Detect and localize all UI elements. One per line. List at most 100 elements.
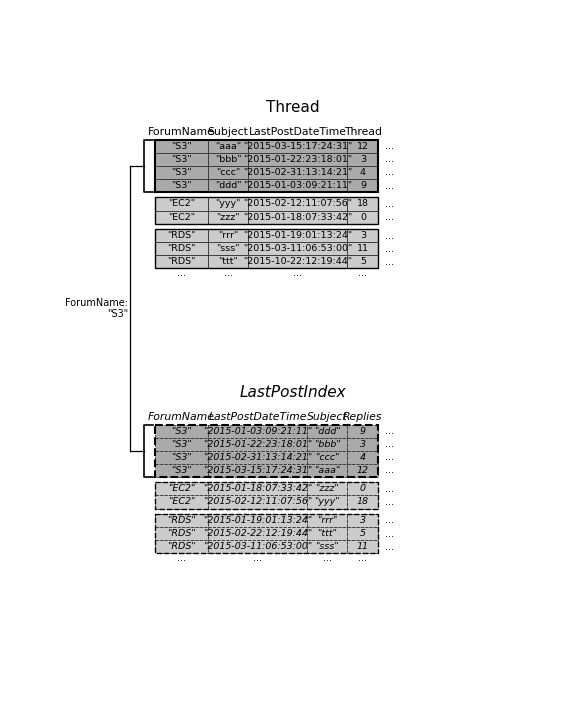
Bar (248, 166, 347, 179)
Bar (347, 450, 379, 464)
Text: ...: ... (384, 516, 394, 526)
Bar (208, 179, 248, 192)
Bar (155, 179, 208, 192)
Text: 12: 12 (357, 466, 369, 475)
Text: ...: ... (293, 268, 302, 278)
Text: ...: ... (384, 199, 394, 209)
Bar (307, 514, 347, 527)
Text: 0: 0 (360, 212, 366, 222)
Text: 11: 11 (357, 542, 369, 551)
Bar (155, 229, 208, 242)
Bar (155, 197, 379, 224)
Text: "2015-03-15:17:24:31": "2015-03-15:17:24:31" (203, 466, 312, 475)
Bar (347, 483, 379, 495)
Text: "RDS": "RDS" (168, 257, 196, 266)
Text: "S3": "S3" (171, 168, 192, 177)
Text: "2015-01-22:23:18:01": "2015-01-22:23:18:01" (203, 440, 312, 449)
Bar (155, 527, 208, 540)
Bar (347, 514, 379, 527)
Bar (155, 438, 208, 450)
Text: ...: ... (384, 484, 394, 494)
Text: ...: ... (384, 542, 394, 552)
Text: "aaa": "aaa" (215, 142, 241, 151)
Text: 4: 4 (360, 453, 366, 462)
Text: "yyy": "yyy" (216, 199, 241, 209)
Bar (155, 425, 208, 438)
Text: ...: ... (384, 230, 394, 240)
Bar (155, 540, 208, 553)
Text: "bbb": "bbb" (215, 155, 241, 164)
Text: 5: 5 (360, 529, 366, 538)
Text: "RDS": "RDS" (168, 244, 196, 253)
Text: Thread: Thread (267, 99, 320, 114)
Text: "zzz": "zzz" (315, 484, 339, 493)
Bar (155, 153, 208, 166)
Text: LastPostDateTime: LastPostDateTime (249, 127, 347, 137)
Bar (155, 464, 208, 477)
Bar (155, 483, 208, 495)
Bar (208, 153, 248, 166)
Text: Replies: Replies (343, 412, 383, 422)
Text: "2015-03-11:06:53:00": "2015-03-11:06:53:00" (243, 244, 352, 253)
Text: ...: ... (384, 142, 394, 152)
Bar (248, 242, 347, 255)
Text: ...: ... (359, 553, 367, 563)
Text: "ccc": "ccc" (315, 453, 340, 462)
Text: "rrr": "rrr" (218, 231, 238, 240)
Text: "EC2": "EC2" (168, 212, 195, 222)
Text: "2015-01-19:01:13:24": "2015-01-19:01:13:24" (203, 516, 312, 525)
Bar (208, 464, 307, 477)
Bar (248, 153, 347, 166)
Text: ...: ... (384, 180, 394, 190)
Text: "bbb": "bbb" (314, 440, 340, 449)
Bar (307, 425, 347, 438)
Bar (208, 210, 248, 224)
Text: "RDS": "RDS" (167, 529, 196, 538)
Bar (347, 495, 379, 508)
Bar (208, 139, 248, 153)
Text: "2015-02-31:13:14:21": "2015-02-31:13:14:21" (243, 168, 352, 177)
Text: "sss": "sss" (216, 244, 240, 253)
Text: "2015-02-31:13:14:21": "2015-02-31:13:14:21" (203, 453, 312, 462)
Text: "RDS": "RDS" (167, 516, 196, 525)
Bar (307, 540, 347, 553)
Text: ...: ... (384, 244, 394, 254)
Text: "2015-02-12:11:07:56": "2015-02-12:11:07:56" (203, 498, 312, 506)
Text: ForumName: ForumName (148, 412, 215, 422)
Text: "ttt": "ttt" (218, 257, 238, 266)
Bar (155, 255, 208, 268)
Text: 9: 9 (360, 427, 366, 435)
Text: "2015-01-03:09:21:11": "2015-01-03:09:21:11" (203, 427, 312, 435)
Text: ...: ... (384, 497, 394, 507)
Bar (347, 255, 379, 268)
Bar (208, 255, 248, 268)
Text: "ttt": "ttt" (317, 529, 337, 538)
Text: ...: ... (253, 553, 262, 563)
Text: 3: 3 (360, 440, 366, 449)
Text: "2015-01-18:07:33:42": "2015-01-18:07:33:42" (243, 212, 352, 222)
Text: LastPostDateTime: LastPostDateTime (208, 412, 307, 422)
Bar (208, 242, 248, 255)
Text: "ddd": "ddd" (215, 181, 241, 190)
Bar (248, 255, 347, 268)
Text: ...: ... (384, 257, 394, 267)
Bar (248, 197, 347, 210)
Text: 12: 12 (357, 142, 369, 151)
Text: "2015-01-22:23:18:01": "2015-01-22:23:18:01" (243, 155, 352, 164)
Bar (248, 229, 347, 242)
Text: LastPostIndex: LastPostIndex (240, 385, 347, 400)
Text: ...: ... (177, 268, 186, 278)
Bar (347, 229, 379, 242)
Bar (155, 197, 208, 210)
Bar (155, 242, 208, 255)
Text: 18: 18 (357, 498, 369, 506)
Text: "S3": "S3" (171, 155, 192, 164)
Text: Subject: Subject (208, 127, 248, 137)
Bar (208, 495, 307, 508)
Bar (155, 229, 379, 268)
Text: "EC2": "EC2" (168, 199, 195, 209)
Bar (307, 438, 347, 450)
Text: Thread: Thread (344, 127, 382, 137)
Text: "EC2": "EC2" (168, 484, 195, 493)
Text: "S3": "S3" (171, 453, 192, 462)
